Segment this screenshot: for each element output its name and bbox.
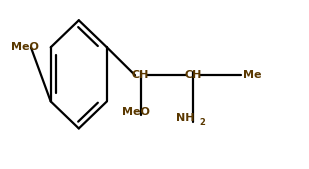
Text: MeO: MeO: [122, 107, 150, 117]
Text: Me: Me: [243, 70, 261, 80]
Text: NH: NH: [176, 113, 195, 123]
Text: CH: CH: [184, 70, 202, 80]
Text: 2: 2: [199, 118, 205, 127]
Text: MeO: MeO: [11, 42, 39, 52]
Text: CH: CH: [132, 70, 149, 80]
